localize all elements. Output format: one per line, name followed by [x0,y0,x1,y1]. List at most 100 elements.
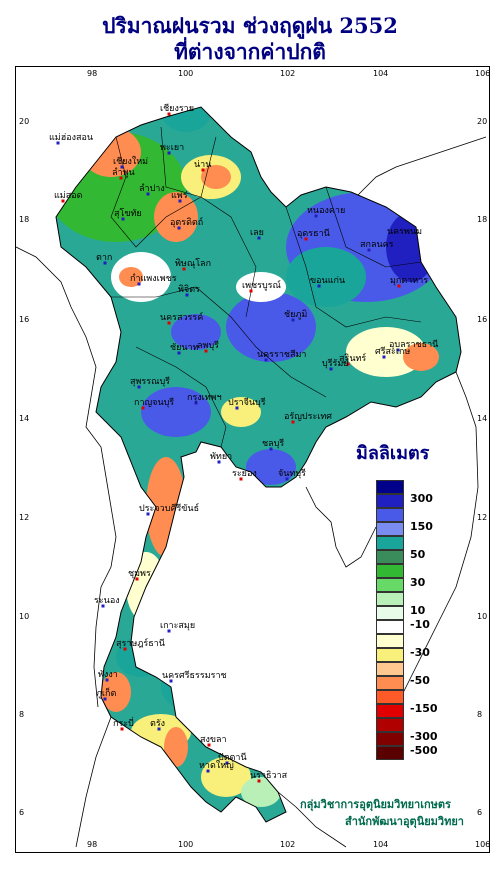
lat-tick-10-right: 10 [477,612,488,621]
station-dot [120,727,124,731]
station-dot [167,112,171,116]
legend-label: -50 [410,674,430,687]
place-label: นครสวรรค์ [160,313,204,323]
place-label: สงขลา [200,735,227,745]
lat-tick-6: 6 [19,808,25,817]
legend-swatch [376,676,404,690]
lat-tick-18-right: 18 [477,215,488,224]
station-dot [207,743,211,747]
legend-swatch [376,662,404,676]
station-dot [120,165,124,169]
place-label: ชัยภูมิ [284,310,308,320]
station-dot [285,477,289,481]
lon-tick-100: 100 [178,69,194,78]
station-dot [249,289,253,293]
place-label: พะเยา [160,143,185,153]
legend-swatch [376,480,404,494]
station-dot [257,236,261,240]
place-label: ขอนแก่น [310,276,346,286]
map-frame: 98 100 102 104 106 98 100 102 104 106 20… [15,66,490,853]
legend-swatch [376,550,404,564]
place-label: เกาะสมุย [160,621,196,631]
station-dot [397,284,401,288]
place-label: ลพบุรี [197,341,219,351]
lat-tick-16-right: 16 [477,315,488,324]
station-dot [304,237,308,241]
lon-tick-98-bottom: 98 [87,840,98,849]
credit-line-2: สำนักพัฒนาอุตุนิยมวิทยา [345,815,464,828]
coastline-lines [16,136,487,848]
station-dot [269,447,273,451]
lat-tick-6-right: 6 [477,808,483,817]
station-dot [56,141,60,145]
station-dot [264,358,268,362]
place-label: หาดใหญ่ [199,761,234,771]
place-label: พังงา [98,670,118,680]
lat-tick-10: 10 [19,612,30,621]
station-dot [291,318,295,322]
station-dot [257,779,261,783]
credit-line-1: กลุ่มวิชาการอุตุนิยมวิทยาเกษตร [300,798,451,811]
lon-tick-106: 106 [475,69,490,78]
legend-label: 30 [410,576,426,589]
station-dot [185,293,189,297]
place-label: สุพรรณบุรี [130,377,170,387]
lat-tick-20-right: 20 [477,117,488,126]
station-dot [204,349,208,353]
lat-tick-8: 8 [19,710,25,719]
legend-title: มิลลิเมตร [356,443,430,464]
place-label: ชุมพร [128,569,151,579]
lat-tick-14-right: 14 [477,414,488,423]
station-dot [146,512,150,516]
legend-label: 10 [410,604,426,617]
legend-swatch [376,732,404,746]
lon-tick-106-bottom: 106 [475,840,490,849]
place-label: ปัตตานี [218,753,247,763]
station-dot [396,348,400,352]
station-dot [346,362,350,366]
place-label: กำแพงเพชร [130,274,177,284]
place-label: สุโขทัย [114,209,142,219]
place-label: นครราชสีมา [257,350,307,360]
station-dot [206,769,210,773]
station-dot [194,401,198,405]
place-label: กาญจนบุรี [134,398,175,408]
place-label: ประจวบคีรีขันธ์ [139,504,200,514]
legend-label: -500 [410,744,438,757]
legend-swatch [376,536,404,550]
legend-swatch [376,564,404,578]
legend-label: 300 [410,492,433,505]
place-label: ลำปาง [139,184,165,194]
place-label: เพชรบูรณ์ [242,281,281,291]
legend-label: -10 [410,618,430,631]
place-label: จันทบุรี [278,469,306,479]
place-label: อุตรดิตถ์ [170,218,204,228]
lat-tick-8-right: 8 [477,710,483,719]
place-label: กรุงเทพฯ [187,393,222,403]
station-dot [169,679,173,683]
lat-tick-20: 20 [19,117,30,126]
place-label: น่าน [194,160,212,170]
place-label: กระบี่ [113,719,134,729]
place-label: ระยอง [232,469,257,479]
place-label: บุรีรัมย์ [322,359,349,369]
station-dot [167,321,171,325]
station-dot [235,406,239,410]
legend-swatch [376,704,404,718]
place-label: ชลบุรี [262,439,285,449]
station-dot [61,199,65,203]
station-dot [291,420,295,424]
station-dot [103,261,107,265]
place-label: อุดรธานี [297,229,330,239]
station-dot [146,192,150,196]
place-label: เชียงราย [160,104,195,114]
place-label: อรัญประเทศ [284,412,333,422]
station-dot [101,604,105,608]
station-dot [123,647,127,651]
place-label: พิษณุโลก [175,259,212,269]
station-dot [119,176,123,180]
legend-swatch [376,578,404,592]
legend-swatch [376,592,404,606]
station-dot [329,367,333,371]
lon-tick-98: 98 [87,69,98,78]
